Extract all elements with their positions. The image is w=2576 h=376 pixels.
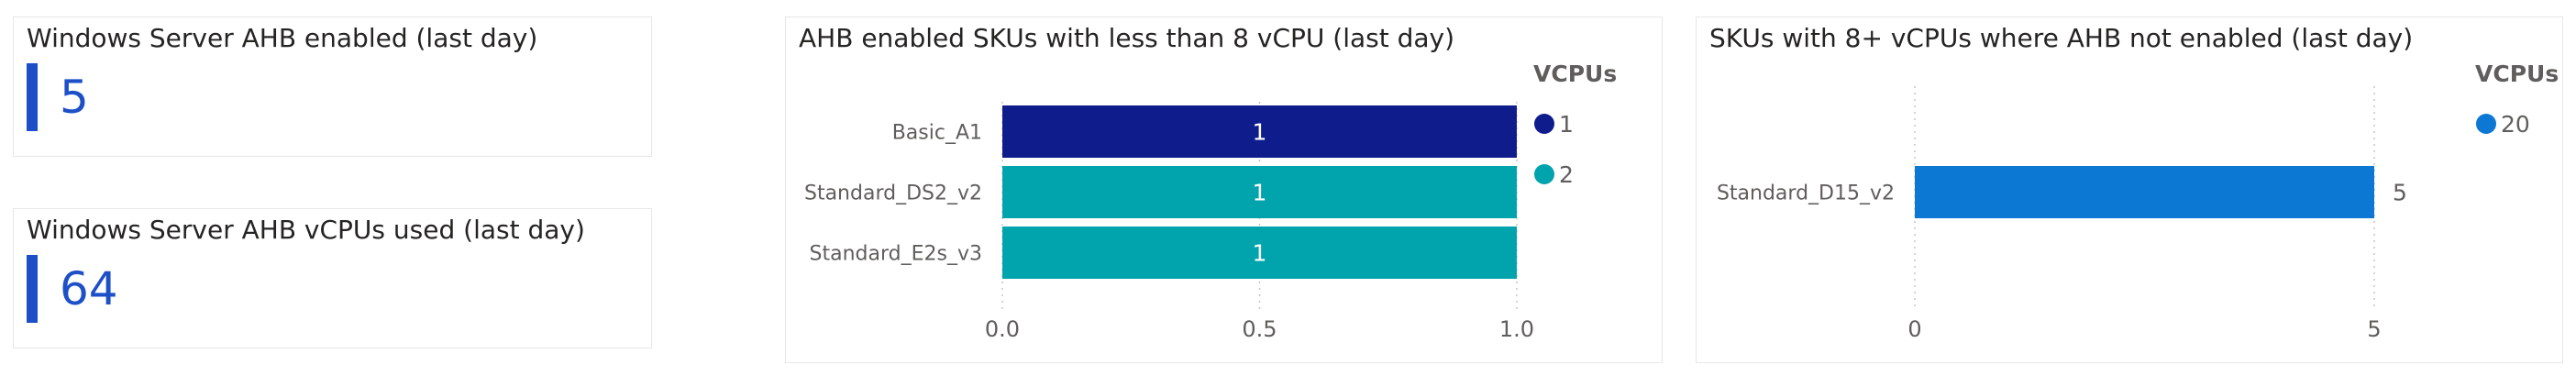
x-tick-label: 0	[1907, 316, 1921, 342]
chart-title: SKUs with 8+ vCPUs where AHB not enabled…	[1709, 23, 2414, 53]
legend-marker[interactable]	[1534, 164, 1554, 184]
data-label: 1	[1253, 240, 1267, 267]
kpi-accent-bar	[27, 63, 38, 131]
bar[interactable]	[1002, 166, 1517, 218]
legend-title: VCPUs	[2475, 61, 2559, 87]
kpi-title: Windows Server AHB vCPUs used (last day)	[27, 215, 585, 245]
chart-card-8-plus-vcpu[interactable]: SKUs with 8+ vCPUs where AHB not enabled…	[1696, 17, 2563, 363]
kpi-value: 64	[60, 262, 118, 315]
chart-card-less-than-8-vcpu[interactable]: AHB enabled SKUs with less than 8 vCPU (…	[785, 17, 1663, 363]
category-label: Basic_A1	[892, 122, 982, 145]
kpi-value: 5	[60, 71, 89, 124]
x-tick-label: 0.0	[985, 316, 1020, 342]
x-tick-label: 0.5	[1242, 316, 1277, 342]
category-label: Standard_DS2_v2	[804, 182, 982, 205]
bar[interactable]	[1002, 105, 1517, 158]
kpi-title: Windows Server AHB enabled (last day)	[27, 23, 538, 53]
legend-marker[interactable]	[2476, 114, 2496, 134]
legend-marker[interactable]	[1534, 114, 1554, 134]
bar[interactable]	[1002, 227, 1517, 279]
data-label: 1	[1253, 119, 1267, 146]
x-tick-label: 1.0	[1499, 316, 1534, 342]
x-tick-label: 5	[2367, 316, 2381, 342]
legend-label[interactable]: 1	[1559, 111, 1574, 138]
category-label: Standard_D15_v2	[1717, 182, 1895, 205]
bar-chart-8-plus-vcpu: 0 5 Standard_D15_v2 5 VCPUs 20	[1717, 61, 2559, 342]
bar-chart-less-than-8-vcpu: 0.0 0.5 1.0 Basic_A1 1 Standard_DS2_v2 1 Standa…	[804, 61, 1617, 342]
kpi-accent-bar	[27, 255, 38, 323]
data-label: 5	[2393, 180, 2407, 206]
legend-title: VCPUs	[1533, 61, 1617, 87]
legend-label[interactable]: 2	[1559, 161, 1574, 188]
kpi-card-ahb-enabled[interactable]: Windows Server AHB enabled (last day) 5	[13, 17, 652, 157]
kpi-card-ahb-vcpus[interactable]: Windows Server AHB vCPUs used (last day)…	[13, 208, 652, 348]
category-label: Standard_E2s_v3	[810, 243, 982, 266]
data-label: 1	[1253, 180, 1267, 206]
bar[interactable]	[1915, 166, 2374, 218]
legend-label[interactable]: 20	[2501, 111, 2530, 138]
chart-title: AHB enabled SKUs with less than 8 vCPU (…	[799, 23, 1455, 53]
